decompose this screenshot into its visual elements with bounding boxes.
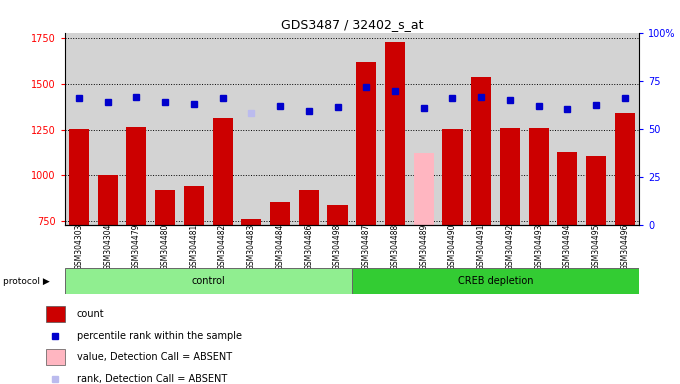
Text: GSM304488: GSM304488 — [390, 223, 399, 270]
Bar — [213, 118, 233, 225]
Bar — [356, 62, 376, 225]
Text: GSM304480: GSM304480 — [160, 223, 169, 270]
Bar — [184, 186, 204, 225]
Text: GSM304489: GSM304489 — [420, 223, 428, 270]
Text: percentile rank within the sample: percentile rank within the sample — [77, 331, 242, 341]
Text: GSM304482: GSM304482 — [218, 223, 227, 270]
Bar — [500, 128, 520, 225]
Title: GDS3487 / 32402_s_at: GDS3487 / 32402_s_at — [281, 18, 423, 31]
Bar — [270, 202, 290, 225]
Text: GSM304496: GSM304496 — [620, 223, 629, 270]
Bar — [299, 190, 319, 225]
Bar — [241, 219, 261, 225]
Text: GSM304481: GSM304481 — [190, 223, 199, 270]
Text: value, Detection Call = ABSENT: value, Detection Call = ABSENT — [77, 352, 232, 362]
Text: GSM304303: GSM304303 — [75, 223, 84, 270]
Bar — [65, 268, 352, 294]
Bar — [558, 152, 577, 225]
Text: GSM304494: GSM304494 — [563, 223, 572, 270]
Text: GSM304492: GSM304492 — [505, 223, 514, 270]
Text: GSM304484: GSM304484 — [275, 223, 284, 270]
Text: CREB depletion: CREB depletion — [458, 276, 533, 286]
Text: count: count — [77, 309, 105, 319]
Bar — [586, 156, 606, 225]
Bar — [413, 153, 434, 225]
Bar — [46, 306, 65, 322]
Bar — [98, 175, 118, 225]
Bar — [471, 76, 491, 225]
Bar — [69, 129, 89, 225]
Text: GSM304487: GSM304487 — [362, 223, 371, 270]
Text: control: control — [191, 276, 225, 286]
Text: GSM304490: GSM304490 — [448, 223, 457, 270]
Bar — [443, 129, 462, 225]
Bar — [46, 349, 65, 365]
Text: protocol ▶: protocol ▶ — [3, 276, 50, 286]
Bar — [385, 42, 405, 225]
Bar — [528, 128, 549, 225]
Bar — [328, 205, 347, 225]
Text: GSM304498: GSM304498 — [333, 223, 342, 270]
Text: rank, Detection Call = ABSENT: rank, Detection Call = ABSENT — [77, 374, 227, 384]
Text: GSM304483: GSM304483 — [247, 223, 256, 270]
Bar — [126, 127, 146, 225]
Bar — [352, 268, 639, 294]
Text: GSM304491: GSM304491 — [477, 223, 486, 270]
Text: GSM304495: GSM304495 — [592, 223, 600, 270]
Text: GSM304486: GSM304486 — [305, 223, 313, 270]
Text: GSM304304: GSM304304 — [103, 223, 112, 270]
Text: GSM304493: GSM304493 — [534, 223, 543, 270]
Bar — [615, 113, 635, 225]
Bar — [155, 190, 175, 225]
Text: GSM304479: GSM304479 — [132, 223, 141, 270]
